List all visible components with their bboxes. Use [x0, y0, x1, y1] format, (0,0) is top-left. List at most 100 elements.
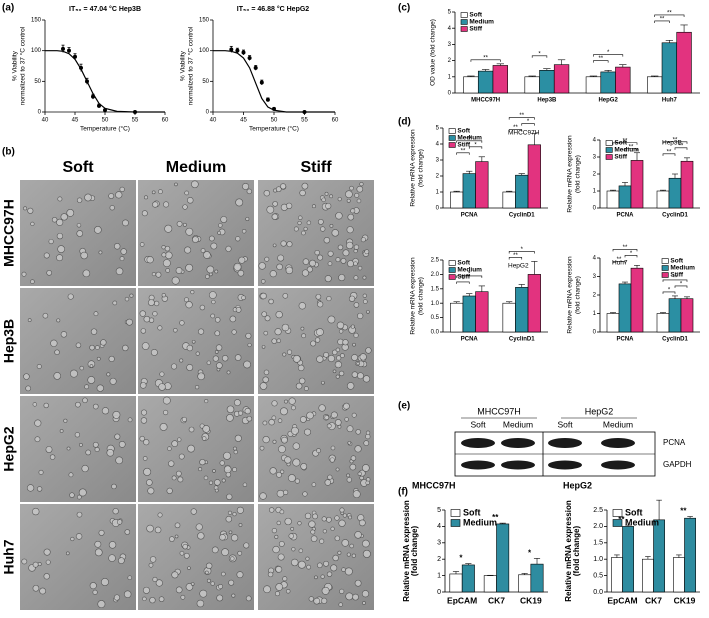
cell: [231, 534, 239, 542]
cell: [264, 256, 270, 262]
cell: [303, 226, 308, 231]
legend-label: Soft: [670, 258, 683, 265]
cell: [163, 409, 169, 416]
row-label: MHCC97H: [1, 199, 17, 267]
column-header: Stiff: [300, 159, 332, 176]
cell: [127, 417, 133, 423]
cell: [359, 353, 367, 361]
cell: [218, 584, 224, 589]
significance-label: *: [521, 247, 524, 253]
significance-bracket: [456, 281, 470, 284]
cell: [146, 524, 154, 533]
cell: [324, 479, 332, 486]
y-tick-label: 4: [437, 523, 441, 530]
cell: [205, 562, 213, 570]
cell: [365, 433, 371, 440]
cell: [203, 251, 211, 259]
cell: [98, 529, 105, 536]
x-tick-label: Hep3B: [537, 98, 557, 104]
cell: [87, 376, 96, 384]
legend-swatch: [661, 258, 669, 264]
cell: [353, 261, 358, 266]
y-tick-label: 3: [448, 42, 452, 48]
cell: [362, 539, 370, 548]
significance-label: *: [538, 51, 541, 57]
significance-bracket: [674, 285, 688, 288]
cell: [142, 596, 147, 602]
cell: [351, 553, 356, 558]
bar: [656, 190, 670, 209]
cell: [349, 185, 354, 191]
y-tick-label: 1: [436, 190, 440, 196]
cell: [219, 533, 226, 541]
data-point: [247, 56, 252, 61]
cell: [56, 318, 61, 323]
micrograph: [20, 180, 136, 286]
blot-group-label: HepG2: [585, 406, 614, 416]
cell: [319, 538, 325, 544]
cell: [359, 182, 364, 187]
y-tick-label: 150: [31, 18, 42, 24]
cell: [96, 384, 104, 392]
data-point: [272, 106, 276, 111]
cell: [176, 220, 183, 227]
blot-group-label: MHCC97H: [477, 406, 521, 416]
cell: [303, 386, 309, 391]
cell: [143, 467, 152, 476]
chart-title: IT₅₀ = 47.04 °C Hep3B: [69, 5, 141, 13]
cell: [221, 571, 226, 577]
cell: [326, 516, 332, 523]
cell: [340, 258, 347, 264]
y-axis-label: Relative mRNA expression: [567, 135, 574, 213]
x-tick-label: CK19: [674, 595, 696, 605]
cell: [338, 274, 346, 282]
cell: [108, 541, 117, 549]
cell: [314, 249, 320, 256]
cell: [174, 534, 179, 539]
cell: [352, 593, 359, 601]
bar: [630, 160, 644, 209]
significance-label: **: [617, 257, 622, 263]
cell: [238, 410, 244, 416]
cell: [228, 530, 233, 535]
cell: [300, 463, 308, 470]
cell: [211, 546, 219, 554]
significance-label: **: [673, 137, 678, 143]
significance-label: *: [630, 251, 633, 257]
cell: [262, 376, 269, 383]
data-point: [85, 79, 89, 84]
cell: [352, 342, 356, 347]
cell: [171, 276, 180, 285]
cell: [348, 295, 356, 302]
cell: [272, 545, 280, 554]
cell: [57, 245, 65, 253]
x-tick-label: 60: [162, 118, 169, 124]
legend-swatch: [448, 274, 456, 280]
legend-swatch: [448, 267, 456, 273]
y-axis-label: (fold change): [410, 526, 419, 577]
cell: [338, 519, 346, 527]
cell: [291, 547, 296, 552]
legend-swatch: [448, 135, 456, 141]
cell: [323, 351, 329, 358]
cell: [60, 213, 68, 221]
cell: [141, 342, 150, 350]
cell: [262, 435, 270, 444]
x-tick-label: 50: [102, 118, 109, 124]
cell: [359, 475, 364, 481]
cell: [261, 279, 266, 284]
cell: [298, 548, 304, 553]
legend-label: Soft: [457, 260, 470, 267]
significance-label: **: [513, 253, 518, 259]
blot-band: [461, 438, 495, 448]
cell: [142, 456, 148, 461]
cell: [284, 456, 292, 464]
cell: [268, 507, 275, 513]
blot-band: [501, 438, 535, 448]
cell: [237, 269, 245, 277]
cell: [306, 411, 314, 420]
cell: [190, 290, 195, 295]
cell: [185, 263, 194, 272]
data-point: [103, 108, 107, 113]
